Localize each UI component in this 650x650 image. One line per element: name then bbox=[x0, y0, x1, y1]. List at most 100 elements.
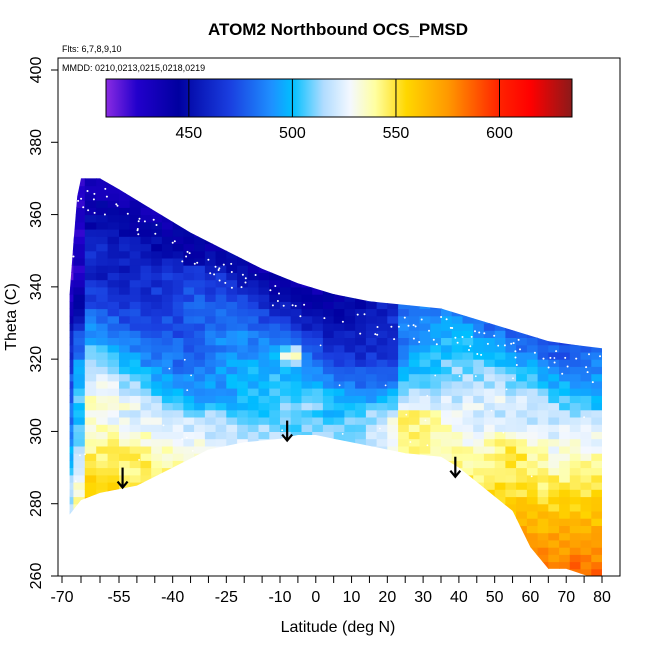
heatmap-cell-1778 bbox=[387, 301, 399, 310]
heatmap-cell-2578 bbox=[537, 388, 549, 396]
heatmap-cell-2569 bbox=[537, 453, 549, 461]
heatmap-cell-85 bbox=[73, 380, 86, 389]
heatmap-cell-2220 bbox=[473, 460, 485, 469]
heatmap-cell-306 bbox=[119, 460, 131, 469]
heatmap-cell-2803 bbox=[580, 438, 592, 447]
heatmap-cell-1240 bbox=[290, 417, 302, 425]
heatmap-cell-672 bbox=[183, 330, 195, 338]
heatmap-cell-29 bbox=[69, 366, 74, 375]
heatmap-cell-2868 bbox=[591, 388, 603, 396]
heatmap-cell-1362 bbox=[312, 373, 324, 382]
heatmap-cell-1643 bbox=[365, 438, 378, 447]
heatmap-cell-264 bbox=[107, 344, 120, 353]
heatmap-cell-2680 bbox=[559, 489, 571, 498]
heatmap-cell-1878 bbox=[408, 417, 421, 425]
heatmap-cell-658 bbox=[183, 431, 195, 440]
heatmap-cell-686 bbox=[183, 229, 195, 237]
heatmap-cell-2111 bbox=[451, 409, 463, 418]
heatmap-cell-776 bbox=[204, 417, 217, 425]
heatmap-cell-1585 bbox=[355, 438, 367, 447]
heatmap-cell-954 bbox=[237, 388, 249, 396]
heatmap-cell-2577 bbox=[537, 395, 549, 404]
heatmap-cell-2932 bbox=[602, 344, 603, 353]
noise-dot-128 bbox=[74, 480, 77, 483]
heatmap-cell-1311 bbox=[301, 323, 313, 331]
heatmap-cell-1065 bbox=[258, 424, 270, 432]
heatmap-cell-251 bbox=[107, 438, 120, 447]
heatmap-cell-2681 bbox=[559, 482, 571, 490]
heatmap-cell-2104 bbox=[451, 460, 463, 469]
heatmap-cell-1758 bbox=[387, 445, 399, 454]
heatmap-cell-2347 bbox=[494, 380, 506, 389]
heatmap-cell-2112 bbox=[451, 402, 463, 411]
heatmap-cell-554 bbox=[161, 344, 174, 353]
heatmap-cell-812 bbox=[216, 576, 227, 584]
heatmap-cell-2114 bbox=[451, 388, 463, 396]
heatmap-cell-2320 bbox=[495, 576, 506, 584]
heatmap-cell-1014 bbox=[247, 373, 260, 382]
noise-dot-91 bbox=[397, 325, 400, 328]
heatmap-cell-1427 bbox=[322, 323, 335, 331]
heatmap-cell-2177 bbox=[462, 351, 474, 360]
heatmap-cell-607 bbox=[172, 380, 184, 389]
heatmap-cell-1479 bbox=[333, 366, 345, 375]
heatmap-cell-38 bbox=[69, 301, 74, 310]
heatmap-cell-2178 bbox=[462, 344, 474, 353]
heatmap-cell-204 bbox=[96, 359, 109, 367]
heatmap-cell-2906 bbox=[602, 532, 603, 541]
heatmap-cell-1029 bbox=[247, 265, 260, 273]
noise-dot-35 bbox=[196, 261, 199, 264]
heatmap-cell-1200 bbox=[280, 286, 292, 295]
heatmap-cell-148 bbox=[84, 344, 97, 353]
heatmap-cell-213 bbox=[96, 294, 109, 302]
heatmap-cell-2579 bbox=[537, 380, 549, 389]
heatmap-cell-2293 bbox=[483, 351, 496, 360]
heatmap-cell-218 bbox=[96, 257, 109, 266]
heatmap-cell-2146 bbox=[463, 576, 474, 584]
heatmap-cell-1144 bbox=[269, 272, 281, 281]
heatmap-cell-951 bbox=[237, 409, 249, 418]
heatmap-cell-209 bbox=[96, 323, 109, 331]
heatmap-cell-2788 bbox=[580, 547, 592, 555]
heatmap-cell-1716 bbox=[376, 330, 388, 338]
noise-dot-142 bbox=[426, 395, 429, 397]
heatmap-cell-2869 bbox=[591, 380, 603, 389]
heatmap-cell-600 bbox=[172, 431, 184, 440]
heatmap-cell-1360 bbox=[312, 388, 324, 396]
heatmap-cell-2162 bbox=[462, 460, 474, 469]
heatmap-cell-2864 bbox=[591, 417, 603, 425]
noise-dot-149 bbox=[286, 482, 289, 485]
heatmap-cell-1587 bbox=[355, 424, 367, 432]
heatmap-cell-740 bbox=[194, 257, 206, 266]
heatmap-cell-1126 bbox=[269, 402, 281, 411]
noise-dot-60 bbox=[374, 333, 377, 336]
heatmap-cell-1533 bbox=[344, 395, 356, 404]
heatmap-cell-2801 bbox=[580, 453, 592, 461]
x-axis: -70 -55 -40 -25 -10 0 10 20 30 40 50 60 70 80 bbox=[50, 575, 611, 606]
heatmap-cell-2752 bbox=[569, 388, 582, 396]
noise-dot-72 bbox=[403, 316, 406, 319]
heatmap-cell-2623 bbox=[548, 482, 560, 490]
heatmap-cell-728 bbox=[194, 344, 206, 353]
heatmap-cell-2458 bbox=[516, 417, 528, 425]
heatmap-cell-2450 bbox=[516, 474, 528, 483]
heatmap-cell-187 bbox=[96, 482, 109, 490]
heatmap-cell-2758 bbox=[569, 344, 582, 353]
heatmap-cell-484 bbox=[151, 431, 163, 440]
heatmap-cell-1308 bbox=[301, 344, 313, 353]
heatmap-cell-1131 bbox=[269, 366, 281, 375]
heatmap-cell-2639 bbox=[548, 366, 560, 375]
heatmap-cell-2734 bbox=[569, 518, 582, 526]
heatmap-cell-2443 bbox=[516, 525, 528, 534]
noise-dot-148 bbox=[319, 344, 322, 347]
heatmap-cell-2854 bbox=[591, 489, 603, 498]
heatmap-cell-1428 bbox=[322, 315, 335, 324]
heatmap-cell-98 bbox=[73, 286, 86, 295]
heatmap-cell-1417 bbox=[322, 395, 335, 404]
heatmap-cell-2275 bbox=[483, 482, 496, 490]
heatmap-cell-2181 bbox=[462, 323, 474, 331]
heatmap-cell-399 bbox=[129, 207, 141, 216]
heatmap-cell-2167 bbox=[462, 424, 474, 432]
heatmap-cell-1762 bbox=[387, 417, 399, 425]
heatmap-cell-1025 bbox=[247, 294, 260, 302]
